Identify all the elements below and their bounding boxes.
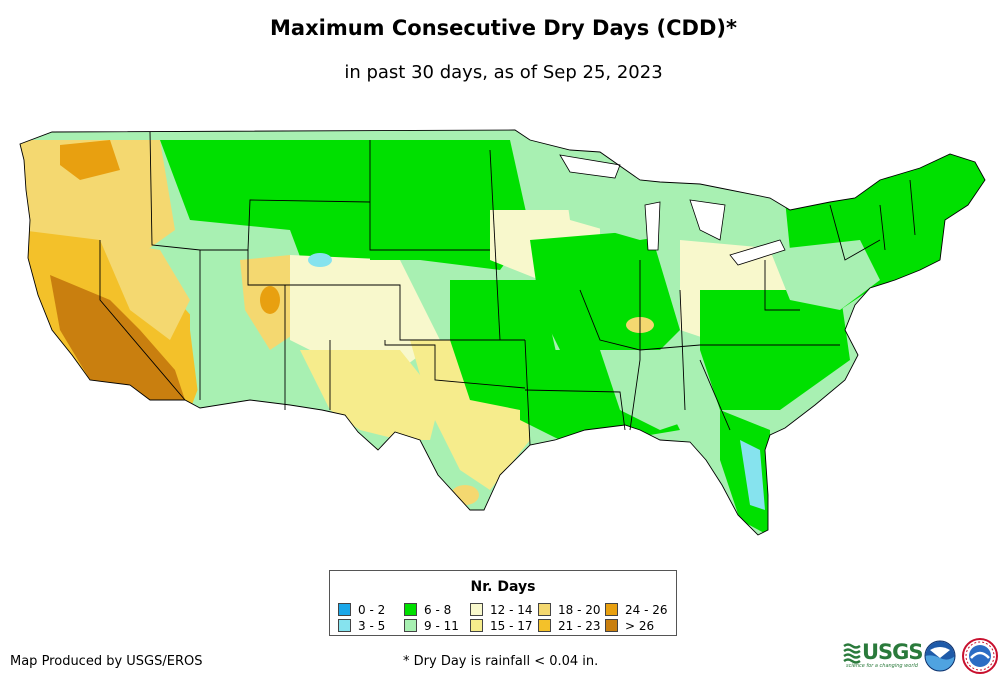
- usgs-wordmark: USGS: [862, 640, 924, 664]
- region-nevada: [100, 240, 190, 340]
- legend-item-9-11: 9 - 11: [404, 619, 459, 633]
- region-central-plains: [290, 255, 440, 370]
- legend-item-21-23: 21 - 23: [538, 619, 601, 633]
- lake-huron: [689, 199, 726, 241]
- usgs-tagline: science for a changing world: [846, 663, 918, 669]
- legend-item-0-2: 0 - 2: [338, 603, 385, 617]
- region-gulf-states: [600, 350, 720, 430]
- legend-item-gt-26: > 26: [605, 619, 654, 633]
- region-new-mexico: [300, 350, 440, 440]
- legend-item-12-14: 12 - 14: [470, 603, 533, 617]
- legend-swatch: [338, 619, 351, 632]
- legend-box: Nr. Days 0 - 2 3 - 5 6 - 8 9 - 11 12 - 1…: [329, 570, 677, 636]
- region-oregon-hotspot: [60, 140, 120, 180]
- legend-swatch: [538, 619, 551, 632]
- legend-swatch: [470, 619, 483, 632]
- lake-michigan: [644, 201, 661, 251]
- producer-credit: Map Produced by USGS/EROS: [10, 654, 203, 669]
- patch-south-texas: [451, 485, 479, 505]
- legend-swatch: [605, 619, 618, 632]
- usgs-logo-icon: [843, 643, 861, 664]
- region-california: [50, 275, 185, 410]
- region-northern-rockies: [160, 140, 380, 280]
- legend-swatch: [338, 603, 351, 616]
- region-carolinas: [700, 290, 850, 410]
- us-dry-days-map: [19, 129, 986, 536]
- legend-swatch: [404, 619, 417, 632]
- legend-title: Nr. Days: [470, 579, 536, 595]
- legend-item-15-17: 15 - 17: [470, 619, 533, 633]
- legend-item-3-5: 3 - 5: [338, 619, 385, 633]
- patch-utah-dry: [260, 286, 280, 314]
- map-subtitle: in past 30 days, as of Sep 25, 2023: [344, 62, 663, 83]
- legend-item-18-20: 18 - 20: [538, 603, 601, 617]
- patch-wyoming-wet: [308, 253, 332, 267]
- dry-day-footnote: * Dry Day is rainfall < 0.04 in.: [403, 654, 599, 669]
- region-new-york: [770, 240, 880, 310]
- nws-logo-icon: [962, 638, 998, 674]
- legend-item-24-26: 24 - 26: [605, 603, 668, 617]
- legend-swatch: [538, 603, 551, 616]
- noaa-logo-icon: [924, 640, 956, 672]
- lake-erie: [729, 239, 786, 266]
- region-mississippi-valley: [530, 230, 680, 370]
- lake-superior: [559, 154, 621, 179]
- legend-swatch: [404, 603, 417, 616]
- map-title: Maximum Consecutive Dry Days (CDD)*: [270, 16, 737, 40]
- region-florida-wet: [740, 440, 765, 510]
- legend-swatch: [605, 603, 618, 616]
- legend-item-6-8: 6 - 8: [404, 603, 451, 617]
- legend-swatch: [470, 603, 483, 616]
- state-borders: [19, 129, 986, 536]
